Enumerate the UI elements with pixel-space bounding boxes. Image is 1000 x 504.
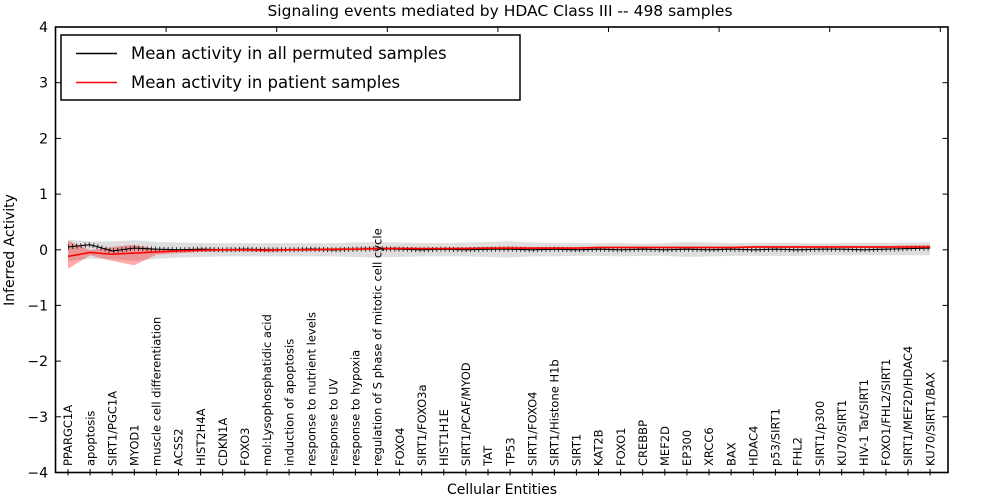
x-tick-label: CDKN1A — [216, 418, 230, 466]
x-tick-label: SIRT1/FOXO3a — [415, 384, 429, 466]
x-tick-label: mol:Lysophosphatidic acid — [260, 314, 274, 466]
axis-ticks — [55, 26, 948, 476]
x-tick-label: response to hypoxia — [349, 350, 363, 466]
y-tick-label: −1 — [27, 298, 48, 314]
x-tick-label: HDAC4 — [747, 426, 761, 466]
x-tick-labels: PPARGC1A apoptosis SIRT1/PGC1A MYOD1 muscle … — [61, 228, 937, 467]
x-tick-label: HIST2H4A — [194, 408, 208, 466]
x-tick-label: induction of apoptosis — [282, 339, 296, 466]
legend: Mean activity in all permuted samples Me… — [60, 34, 521, 101]
y-tick-label: −4 — [27, 466, 48, 482]
x-tick-label: SIRT1/FOXO4 — [525, 391, 539, 466]
x-tick-label: MEF2D — [658, 426, 672, 466]
x-tick-label: EP300 — [680, 430, 694, 466]
x-tick-label: PPARGC1A — [61, 405, 75, 466]
x-axis-label: Cellular Entities — [447, 482, 557, 498]
y-tick-label: 4 — [39, 20, 48, 36]
y-tick-label: 3 — [39, 76, 48, 92]
x-tick-label: p53/SIRT1 — [769, 408, 783, 466]
x-tick-label: TP53 — [503, 437, 517, 467]
x-tick-label: BAX — [724, 442, 738, 466]
x-tick-label: HIV-1 Tat/SIRT1 — [857, 379, 871, 466]
y-tick-label: −2 — [27, 354, 48, 370]
x-tick-label: FHL2 — [791, 437, 805, 466]
x-tick-label: KU70/SIRT1/BAX — [923, 372, 937, 466]
x-tick-label: FOXO1 — [614, 428, 628, 466]
permuted-band — [68, 239, 931, 261]
x-tick-label: SIRT1/Histone H1b — [548, 359, 562, 466]
y-tick-label: 0 — [39, 243, 48, 259]
confidence-bands — [68, 239, 931, 269]
x-tick-label: SIRT1 — [570, 434, 584, 466]
x-tick-label: SIRT1/p300 — [813, 401, 827, 466]
y-tick-labels: 4 3 2 1 0 −1 −2 −3 −4 — [27, 20, 48, 482]
x-tick-label: FOXO3 — [238, 428, 252, 466]
y-tick-label: −3 — [27, 410, 48, 426]
x-tick-label: KAT2B — [592, 429, 606, 466]
x-tick-label: SIRT1/PCAF/MYOD — [459, 362, 473, 466]
x-tick-label: KU70/SIRT1 — [835, 400, 849, 466]
x-tick-label: SIRT1/PGC1A — [105, 391, 119, 466]
x-tick-label: muscle cell differentiation — [150, 317, 164, 466]
x-tick-label: response to UV — [327, 378, 341, 466]
y-axis-label: Inferred Activity — [2, 194, 18, 306]
x-tick-label: FOXO1/FHL2/SIRT1 — [879, 359, 893, 466]
x-tick-label: apoptosis — [83, 411, 97, 466]
x-tick-label: FOXO4 — [393, 428, 407, 466]
x-tick-label: regulation of S phase of mitotic cell cy… — [371, 228, 385, 466]
patient-mean-line — [67, 246, 931, 258]
legend-label-patient: Mean activity in patient samples — [131, 73, 400, 92]
legend-box — [60, 34, 521, 101]
legend-label-permuted: Mean activity in all permuted samples — [131, 44, 447, 63]
chart-title: Signaling events mediated by HDAC Class … — [267, 2, 732, 20]
y-tick-label: 1 — [39, 187, 48, 203]
x-tick-label: SIRT1/MEF2D/HDAC4 — [901, 346, 915, 466]
x-tick-label: MYOD1 — [128, 424, 142, 466]
x-tick-label: XRCC6 — [702, 427, 716, 466]
x-tick-label: HIST1H1E — [437, 409, 451, 466]
x-tick-label: response to nutrient levels — [304, 312, 318, 466]
x-tick-label: CREBBP — [636, 420, 650, 466]
y-tick-label: 2 — [39, 131, 48, 147]
x-tick-label: ACSS2 — [172, 428, 186, 466]
x-tick-label: TAT — [481, 445, 495, 467]
series-lines — [67, 242, 931, 258]
